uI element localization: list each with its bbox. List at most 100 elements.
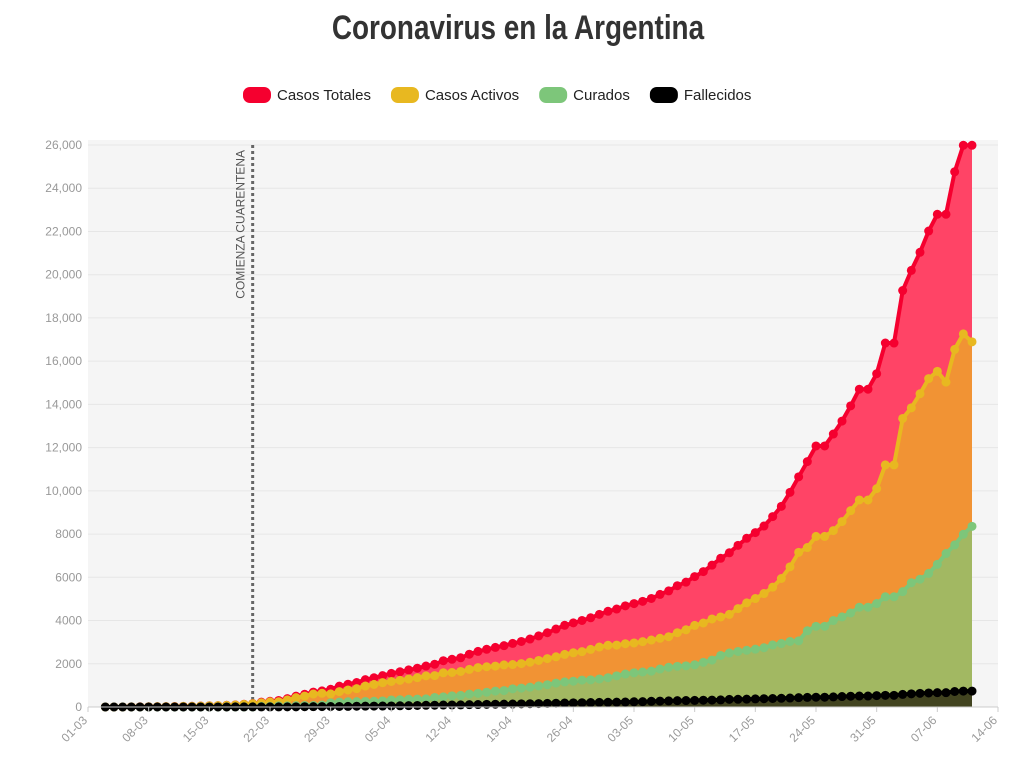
annotation: COMIENZA CUARENTENA: [234, 145, 255, 707]
data-point: [577, 615, 587, 625]
data-point: [482, 687, 492, 697]
data-point: [447, 691, 457, 701]
data-point: [768, 694, 778, 704]
data-point: [542, 698, 552, 708]
legend-label: Curados: [573, 87, 630, 104]
data-point: [707, 655, 717, 665]
data-point: [542, 654, 552, 664]
data-point: [300, 691, 310, 701]
data-point: [490, 699, 500, 709]
data-point: [932, 209, 942, 219]
data-point: [915, 574, 925, 584]
data-point: [802, 692, 812, 702]
data-point: [438, 668, 448, 678]
data-point: [716, 612, 726, 622]
data-point: [846, 691, 856, 701]
y-tick-label: 12,000: [45, 441, 82, 455]
data-point: [560, 677, 570, 687]
x-tick-label: 10-05: [665, 713, 697, 745]
legend-swatch: [390, 87, 419, 103]
data-point: [690, 572, 700, 582]
data-point: [638, 637, 648, 647]
data-point: [464, 700, 474, 710]
data-point: [412, 694, 422, 704]
data-point: [950, 167, 960, 177]
data-point: [950, 540, 960, 550]
data-point: [620, 697, 630, 707]
y-tick-label: 26,000: [45, 138, 82, 152]
data-point: [560, 649, 570, 659]
x-tick-label: 14-06: [969, 713, 1001, 745]
data-point: [542, 628, 552, 638]
data-point: [837, 517, 847, 527]
data-point: [343, 701, 353, 711]
data-point: [776, 693, 786, 703]
data-point: [655, 696, 665, 706]
data-point: [386, 701, 396, 711]
data-point: [603, 673, 613, 683]
data-point: [551, 652, 561, 662]
data-point: [586, 675, 596, 685]
data-point: [343, 685, 353, 695]
data-point: [525, 699, 535, 709]
data-point: [551, 624, 561, 634]
data-point: [941, 377, 951, 387]
data-point: [568, 618, 578, 628]
x-tick-label: 26-04: [544, 713, 576, 745]
data-point: [681, 625, 691, 635]
data-point: [482, 699, 492, 709]
data-point: [889, 592, 899, 602]
y-tick-label: 0: [75, 700, 82, 714]
data-point: [508, 638, 518, 648]
data-point: [742, 533, 752, 543]
x-tick-label: 22-03: [241, 713, 273, 745]
data-point: [828, 616, 838, 626]
data-point: [941, 549, 951, 559]
data-point: [707, 614, 717, 624]
data-point: [369, 679, 379, 689]
legend-label: Fallecidos: [684, 87, 752, 104]
data-point: [664, 632, 674, 642]
data-point: [482, 644, 492, 654]
data-point: [456, 666, 466, 676]
data-point: [508, 684, 518, 694]
data-point: [958, 686, 968, 696]
data-point: [924, 374, 934, 384]
data-point: [889, 460, 899, 470]
data-point: [317, 688, 327, 698]
data-point: [464, 664, 474, 674]
data-point: [568, 648, 578, 658]
data-point: [664, 586, 674, 596]
data-point: [898, 587, 908, 597]
data-point: [932, 559, 942, 569]
data-point: [768, 582, 778, 592]
data-point: [664, 696, 674, 706]
data-point: [412, 673, 422, 683]
data-point: [473, 688, 483, 698]
data-point: [404, 694, 414, 704]
data-point: [742, 645, 752, 655]
data-point: [369, 701, 379, 711]
data-point: [395, 701, 405, 711]
data-point: [906, 578, 916, 588]
data-point: [395, 667, 405, 677]
data-point: [742, 694, 752, 704]
legend-label: Casos Activos: [425, 87, 519, 104]
data-point: [828, 526, 838, 536]
annotation-text: COMIENZA CUARENTENA: [234, 150, 248, 299]
data-point: [880, 592, 890, 602]
data-point: [724, 609, 734, 619]
data-point: [785, 562, 795, 572]
x-tick-label: 19-04: [483, 713, 515, 745]
data-point: [438, 700, 448, 710]
x-tick-label: 24-05: [787, 713, 819, 745]
data-point: [828, 429, 838, 439]
data-point: [586, 613, 596, 623]
data-point: [560, 620, 570, 630]
data-point: [395, 675, 405, 685]
data-point: [785, 693, 795, 703]
data-point: [967, 337, 977, 347]
data-point: [499, 686, 509, 696]
x-tick-label: 12-04: [423, 713, 455, 745]
data-point: [802, 457, 812, 467]
